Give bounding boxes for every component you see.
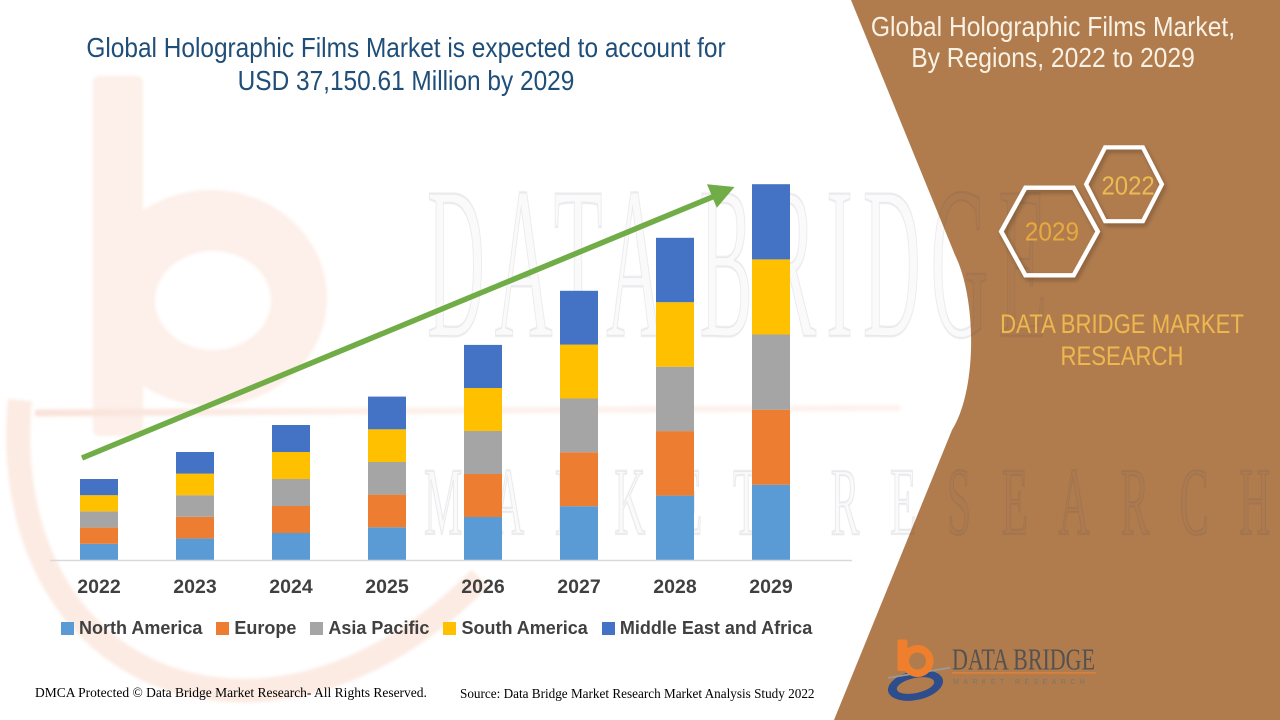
- svg-text:MARKET RESEARCH: MARKET RESEARCH: [953, 679, 1089, 686]
- svg-text:2022: 2022: [1102, 171, 1155, 201]
- svg-text:2029: 2029: [1025, 217, 1079, 247]
- svg-text:DATA BRIDGE: DATA BRIDGE: [427, 144, 1057, 384]
- svg-text:DATA BRIDGE: DATA BRIDGE: [952, 642, 1095, 677]
